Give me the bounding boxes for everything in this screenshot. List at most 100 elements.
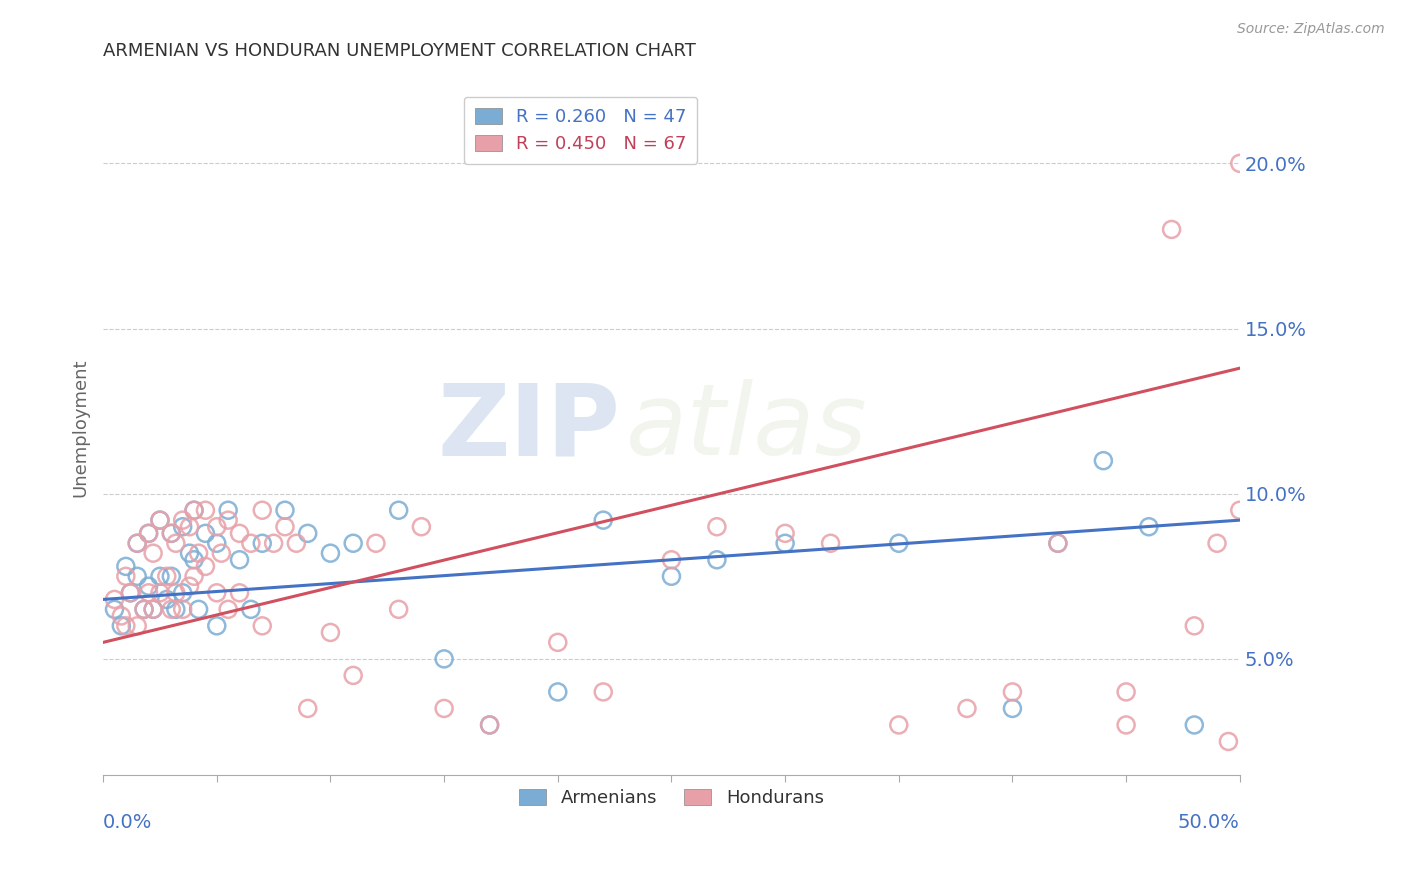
Point (263, 536, 285, 550)
Point (142, 602, 165, 616)
Point (228, 586, 250, 600)
Point (1229, 156, 1251, 170)
Point (274, 520, 297, 534)
Point (252, 536, 274, 550)
Point (179, 546, 201, 560)
Point (411, 520, 433, 534)
Point (149, 513, 172, 527)
Point (127, 536, 149, 550)
Point (172, 520, 194, 534)
Point (205, 520, 228, 534)
Point (142, 546, 165, 560)
Point (160, 526, 183, 541)
Point (217, 602, 239, 616)
Point (209, 546, 232, 560)
Point (1092, 453, 1115, 467)
Point (142, 602, 165, 616)
Point (187, 602, 209, 616)
Text: ARMENIAN VS HONDURAN UNEMPLOYMENT CORRELATION CHART: ARMENIAN VS HONDURAN UNEMPLOYMENT CORREL… (103, 42, 696, 60)
Point (1182, 718, 1205, 732)
Point (228, 526, 250, 541)
Point (342, 668, 364, 682)
Point (172, 586, 194, 600)
Point (194, 559, 217, 574)
Point (547, 685, 569, 699)
Point (319, 546, 342, 560)
Text: 0.0%: 0.0% (103, 814, 152, 832)
Point (1160, 222, 1182, 236)
Point (183, 503, 205, 517)
Point (149, 513, 172, 527)
Text: atlas: atlas (626, 379, 868, 476)
Point (115, 619, 138, 633)
Point (156, 592, 179, 607)
Point (183, 569, 205, 583)
Point (228, 553, 250, 567)
Point (1206, 536, 1229, 550)
Point (661, 569, 683, 583)
Point (110, 609, 132, 624)
Point (160, 602, 183, 616)
Point (388, 602, 411, 616)
Point (342, 536, 364, 550)
Point (478, 718, 501, 732)
Point (127, 619, 149, 633)
Point (115, 569, 138, 583)
Point (194, 526, 217, 541)
Point (364, 536, 387, 550)
Point (1115, 718, 1137, 732)
Point (1001, 701, 1024, 715)
Point (179, 579, 201, 593)
Point (956, 701, 979, 715)
Point (165, 602, 187, 616)
Point (1218, 734, 1240, 748)
Text: 50.0%: 50.0% (1178, 814, 1240, 832)
Point (172, 602, 194, 616)
Point (156, 569, 179, 583)
Point (138, 586, 160, 600)
Point (592, 685, 614, 699)
Point (103, 602, 125, 616)
Point (252, 619, 274, 633)
Point (388, 503, 411, 517)
Point (138, 579, 160, 593)
Point (887, 536, 910, 550)
Point (820, 536, 842, 550)
Point (110, 619, 132, 633)
Point (187, 546, 209, 560)
Point (887, 718, 910, 732)
Point (239, 536, 262, 550)
Point (433, 652, 456, 666)
Point (773, 526, 796, 541)
Point (547, 635, 569, 649)
Point (165, 536, 187, 550)
Point (217, 513, 239, 527)
Point (433, 701, 456, 715)
Point (127, 569, 149, 583)
Point (217, 503, 239, 517)
Point (285, 536, 308, 550)
Point (661, 553, 683, 567)
Point (706, 553, 728, 567)
Point (1046, 536, 1069, 550)
Point (1229, 503, 1251, 517)
Point (297, 526, 319, 541)
Point (165, 586, 187, 600)
Point (120, 586, 142, 600)
Point (103, 592, 125, 607)
Text: ZIP: ZIP (437, 379, 620, 476)
Point (127, 536, 149, 550)
Text: Source: ZipAtlas.com: Source: ZipAtlas.com (1237, 22, 1385, 37)
Point (183, 553, 205, 567)
Point (132, 602, 155, 616)
Point (172, 513, 194, 527)
Point (194, 503, 217, 517)
Point (205, 536, 228, 550)
Point (1137, 520, 1160, 534)
Point (138, 526, 160, 541)
Point (138, 526, 160, 541)
Point (1001, 685, 1024, 699)
Point (239, 602, 262, 616)
Point (1115, 685, 1137, 699)
Point (706, 520, 728, 534)
